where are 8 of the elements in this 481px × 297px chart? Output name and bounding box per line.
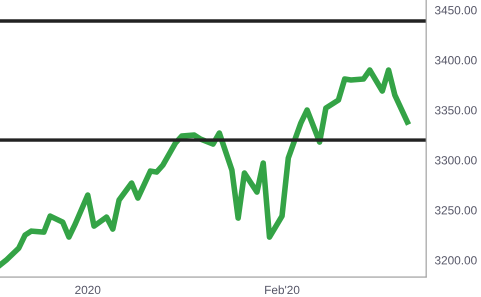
- y-tick-label: 3300.00: [434, 156, 477, 164]
- y-tick-label: 3250.00: [434, 206, 477, 214]
- y-tick-label: 3200.00: [434, 256, 477, 264]
- x-tick-label: Feb'20: [265, 285, 300, 294]
- y-tick-label: 3350.00: [434, 106, 477, 114]
- y-tick-label: 3450.00: [434, 6, 477, 14]
- x-tick-label: 2020: [75, 286, 100, 294]
- y-tick-label: 3400.00: [434, 56, 477, 64]
